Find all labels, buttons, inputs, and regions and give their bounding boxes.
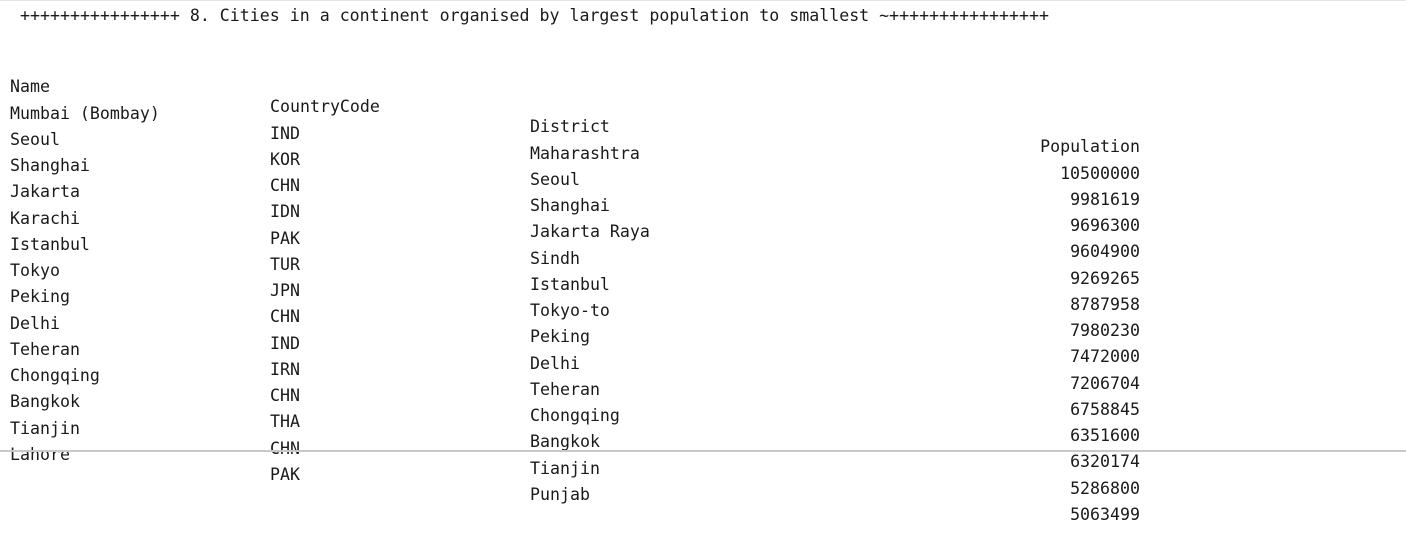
- table-row: Karachi PAK Sindh 9269265: [0, 189, 1406, 288]
- cell-country-code: CHN: [270, 386, 300, 405]
- cell-district: Tokyo-to: [530, 301, 610, 320]
- cell-name: Karachi: [10, 209, 80, 228]
- cell-country-code: TUR: [270, 255, 300, 274]
- table-row: Tianjin CHN Tianjin 5286800: [0, 399, 1406, 498]
- cell-population: 8787958: [1070, 295, 1140, 314]
- cell-country-code: KOR: [270, 150, 300, 169]
- table-row: Mumbai (Bombay) IND Maharashtra 10500000: [0, 84, 1406, 183]
- cell-country-code: IRN: [270, 360, 300, 379]
- cell-name: Tokyo: [10, 261, 60, 280]
- table-header: Name CountryCode District Population: [0, 57, 1406, 156]
- cell-name: Tianjin: [10, 419, 80, 438]
- table-row: Bangkok THA Bangkok 6320174: [0, 372, 1406, 471]
- report-title: ++++++++++++++++ 8. Cities in a continen…: [20, 6, 1049, 25]
- cell-name: Delhi: [10, 314, 60, 333]
- cell-name: Chongqing: [10, 366, 100, 385]
- cell-district: Shanghai: [530, 196, 610, 215]
- cell-country-code: IDN: [270, 202, 300, 221]
- cell-population: 7980230: [1070, 321, 1140, 340]
- cell-district: Seoul: [530, 170, 580, 189]
- cell-population: 6320174: [1070, 452, 1140, 471]
- table-row: Peking CHN Peking 7472000: [0, 267, 1406, 366]
- cell-population: 9696300: [1070, 216, 1140, 235]
- cell-population: 6758845: [1070, 400, 1140, 419]
- cell-population: 7206704: [1070, 374, 1140, 393]
- table-row: Tokyo JPN Tokyo-to 7980230: [0, 241, 1406, 340]
- cell-country-code: CHN: [270, 176, 300, 195]
- cell-name: Teheran: [10, 340, 80, 359]
- cell-country-code: IND: [270, 334, 300, 353]
- cell-country-code: THA: [270, 412, 300, 431]
- cell-district: Teheran: [530, 380, 600, 399]
- cell-population: 9269265: [1070, 269, 1140, 288]
- bottom-divider: [0, 450, 1406, 452]
- cell-district: Istanbul: [530, 275, 610, 294]
- table-row: Chongqing CHN Chongqing 6351600: [0, 346, 1406, 445]
- table-row: Teheran IRN Teheran 6758845: [0, 320, 1406, 419]
- cell-country-code: PAK: [270, 229, 300, 248]
- table-row: Jakarta IDN Jakarta Raya 9604900: [0, 162, 1406, 261]
- cell-population: 5063499: [1070, 505, 1140, 524]
- cell-district: Jakarta Raya: [530, 222, 650, 241]
- cell-population: 10500000: [1060, 164, 1140, 183]
- cell-name: Bangkok: [10, 392, 80, 411]
- cell-district: Maharashtra: [530, 144, 640, 163]
- cell-district: Tianjin: [530, 459, 600, 478]
- table-row: Delhi IND Delhi 7206704: [0, 294, 1406, 393]
- cell-name: Istanbul: [10, 235, 90, 254]
- header-name: Name: [10, 77, 50, 96]
- header-district: District: [530, 117, 610, 136]
- header-country-code: CountryCode: [270, 97, 380, 116]
- cell-district: Delhi: [530, 354, 580, 373]
- cell-name: Jakarta: [10, 182, 80, 201]
- header-population: Population: [1040, 137, 1140, 156]
- cell-country-code: PAK: [270, 465, 300, 484]
- console-output: ++++++++++++++++ 8. Cities in a continen…: [0, 6, 1406, 524]
- top-divider: [0, 0, 1406, 1]
- cell-population: 7472000: [1070, 347, 1140, 366]
- cell-population: 9604900: [1070, 242, 1140, 261]
- cell-district: Bangkok: [530, 432, 600, 451]
- cell-name: Seoul: [10, 130, 60, 149]
- cell-name: Mumbai (Bombay): [10, 104, 160, 123]
- cell-population: 6351600: [1070, 426, 1140, 445]
- cell-country-code: JPN: [270, 281, 300, 300]
- cell-district: Sindh: [530, 249, 580, 268]
- table-row: Shanghai CHN Shanghai 9696300: [0, 136, 1406, 235]
- cell-district: Chongqing: [530, 406, 620, 425]
- cell-district: Peking: [530, 327, 590, 346]
- table-row: Seoul KOR Seoul 9981619: [0, 110, 1406, 209]
- cell-name: Shanghai: [10, 156, 90, 175]
- table-row: Lahore PAK Punjab 5063499: [0, 425, 1406, 524]
- cell-population: 5286800: [1070, 479, 1140, 498]
- cell-country-code: CHN: [270, 307, 300, 326]
- table-row: Istanbul TUR Istanbul 8787958: [0, 215, 1406, 314]
- cell-district: Punjab: [530, 485, 590, 504]
- cell-name: Lahore: [10, 445, 70, 464]
- cell-name: Peking: [10, 287, 70, 306]
- cell-country-code: IND: [270, 124, 300, 143]
- cell-population: 9981619: [1070, 190, 1140, 209]
